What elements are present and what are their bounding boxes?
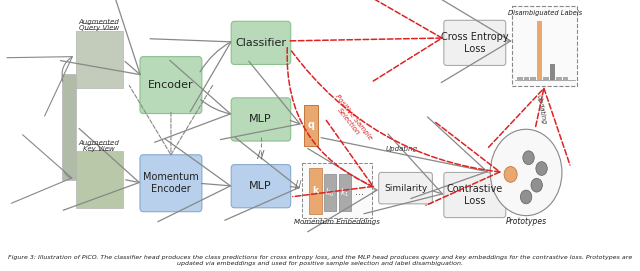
Text: Classifier: Classifier [235, 38, 286, 48]
Bar [550, 64, 556, 80]
Text: Key View: Key View [83, 146, 115, 152]
FancyBboxPatch shape [231, 164, 291, 208]
Circle shape [536, 162, 547, 175]
Text: Augmented: Augmented [79, 140, 120, 146]
FancyBboxPatch shape [140, 57, 202, 114]
FancyBboxPatch shape [231, 98, 291, 141]
Text: Query View: Query View [79, 25, 120, 31]
Bar [324, 175, 336, 211]
Text: //: // [257, 150, 264, 160]
Circle shape [531, 178, 542, 192]
Bar [308, 167, 322, 214]
FancyBboxPatch shape [302, 163, 372, 218]
Text: Cross Entropy
Loss: Cross Entropy Loss [441, 32, 509, 54]
Bar [556, 77, 562, 80]
Text: Prototypes: Prototypes [506, 217, 547, 226]
Text: Updating: Updating [536, 94, 547, 125]
Text: Similarity: Similarity [384, 184, 427, 193]
Text: $k_1$: $k_1$ [340, 187, 349, 199]
Circle shape [490, 129, 562, 216]
Text: Positive Sample
Selection: Positive Sample Selection [328, 93, 373, 146]
Bar [339, 175, 351, 211]
Text: $k_0$: $k_0$ [325, 187, 335, 199]
Text: Momentum Embeddings: Momentum Embeddings [294, 218, 380, 225]
Bar [563, 77, 568, 80]
FancyBboxPatch shape [512, 6, 577, 86]
Text: Contrastive
Loss: Contrastive Loss [447, 184, 503, 206]
Bar [517, 77, 523, 80]
Circle shape [523, 151, 534, 164]
FancyBboxPatch shape [231, 21, 291, 64]
Circle shape [504, 167, 517, 182]
Text: MLP: MLP [249, 114, 272, 124]
Text: Momentum
Encoder: Momentum Encoder [143, 172, 199, 194]
Bar [537, 21, 542, 80]
Bar [524, 77, 529, 80]
Text: Updating: Updating [385, 146, 417, 152]
FancyBboxPatch shape [444, 20, 506, 66]
Text: Figure 3: Illustration of PiCO. The classifier head produces the class predictio: Figure 3: Illustration of PiCO. The clas… [8, 255, 632, 266]
FancyBboxPatch shape [444, 172, 506, 218]
Bar [76, 151, 123, 208]
Text: ...: ... [355, 187, 364, 197]
Bar [62, 74, 76, 180]
Text: //: // [295, 180, 301, 190]
FancyBboxPatch shape [140, 155, 202, 212]
Bar [543, 77, 549, 80]
Text: MLP: MLP [249, 181, 272, 191]
Bar [76, 31, 123, 88]
Text: k: k [312, 186, 318, 195]
Text: Disambiguated Labels: Disambiguated Labels [508, 9, 582, 15]
FancyBboxPatch shape [379, 172, 433, 204]
Text: q: q [308, 120, 314, 130]
Text: Augmented: Augmented [79, 19, 120, 25]
Circle shape [520, 190, 532, 204]
Bar [304, 105, 318, 146]
Bar [530, 77, 536, 80]
Bar [76, 31, 123, 88]
Text: Encoder: Encoder [148, 80, 194, 90]
